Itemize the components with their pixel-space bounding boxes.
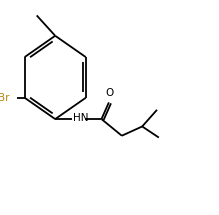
Text: Br: Br (0, 93, 10, 103)
Text: O: O (106, 88, 114, 98)
Text: HN: HN (73, 113, 88, 123)
